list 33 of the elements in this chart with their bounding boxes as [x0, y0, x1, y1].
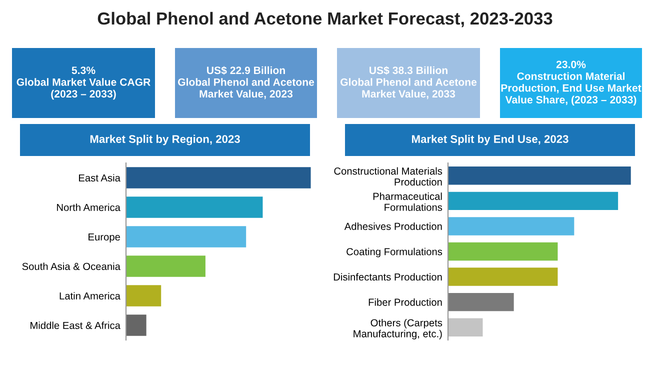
text: 5.3% Global Market Value CAGR (2023 – 2033): [16, 66, 150, 100]
y-tick-label: Coating Formulations: [346, 248, 442, 258]
text: US$ 38.3 Billion Global Phenol and Acetone Market Value, 2033: [340, 66, 477, 100]
bar: [448, 192, 618, 210]
bar: [448, 242, 558, 261]
y-tick-label: Europe: [88, 233, 120, 243]
bar: [126, 226, 246, 248]
text: US$ 22.9 Billion Global Phenol and Acetone Market Value, 2023: [178, 66, 314, 100]
text: Global Phenol and Acetone Market Forecast, 2023-2033: [98, 12, 552, 28]
y-tick-label: South Asia & Oceania: [22, 262, 120, 270]
y-tick-label: Adhesives Production: [344, 222, 442, 230]
bar: [448, 166, 631, 185]
bar: [448, 318, 483, 336]
chart-title: Market Split by Region, 2023: [90, 134, 240, 146]
bar: [126, 285, 162, 306]
y-tick-label: Others (Carpets Manufacturing, etc.): [354, 318, 442, 340]
y-tick-label: Pharmaceutical Formulations: [373, 192, 442, 211]
bar: [126, 256, 206, 277]
y-tick-label: Fiber Production: [368, 298, 442, 306]
bar: [448, 217, 574, 236]
y-tick-label: Disinfectants Production: [334, 273, 442, 281]
y-tick-label: Constructional Materials Production: [334, 167, 442, 186]
bar: [448, 292, 514, 312]
bar: [448, 268, 558, 286]
text: 23.0% Construction Material Production, End Use Market Value Share, (2023 – 2033): [501, 60, 642, 106]
y-tick-label: East Asia: [79, 174, 120, 182]
bar: [126, 314, 146, 336]
bar: [126, 167, 311, 188]
y-tick-label: North America: [57, 204, 120, 212]
chart-title: Market Split by End Use, 2023: [412, 134, 568, 146]
y-tick-label: Middle East & Africa: [30, 322, 120, 330]
bar: [126, 196, 263, 218]
y-tick-label: Latin America: [60, 292, 120, 300]
